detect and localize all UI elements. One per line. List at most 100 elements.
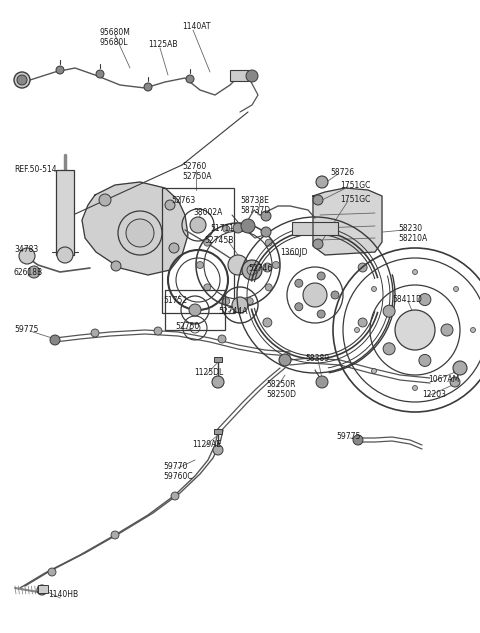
Circle shape xyxy=(412,385,418,391)
Text: 1140HB: 1140HB xyxy=(48,590,78,599)
Circle shape xyxy=(358,318,367,327)
Circle shape xyxy=(372,287,376,291)
Circle shape xyxy=(126,219,154,247)
Circle shape xyxy=(295,303,303,311)
Circle shape xyxy=(232,297,248,313)
Circle shape xyxy=(233,223,243,233)
Text: 1129AE: 1129AE xyxy=(192,440,221,449)
Bar xyxy=(162,188,234,313)
Bar xyxy=(165,290,225,330)
Circle shape xyxy=(412,270,418,275)
Text: 52750: 52750 xyxy=(175,322,199,331)
Circle shape xyxy=(317,272,325,280)
Text: 58250R
58250D: 58250R 58250D xyxy=(266,380,296,399)
Circle shape xyxy=(218,335,226,343)
Text: 95680M
95680L: 95680M 95680L xyxy=(100,28,131,47)
Text: 62618B: 62618B xyxy=(14,268,43,277)
Circle shape xyxy=(295,279,303,287)
Text: 59770
59760C: 59770 59760C xyxy=(163,462,192,482)
Polygon shape xyxy=(82,182,188,275)
Circle shape xyxy=(19,248,35,264)
Text: 1140AT: 1140AT xyxy=(182,22,211,31)
Text: 58726: 58726 xyxy=(330,168,354,177)
Bar xyxy=(214,429,222,434)
Text: 58411D: 58411D xyxy=(392,295,422,304)
Circle shape xyxy=(265,239,272,246)
Circle shape xyxy=(313,239,323,249)
Text: 51752: 51752 xyxy=(163,296,187,305)
Circle shape xyxy=(99,194,111,206)
Circle shape xyxy=(261,211,271,221)
Circle shape xyxy=(441,324,453,336)
Bar xyxy=(292,222,338,235)
Polygon shape xyxy=(313,188,382,255)
Circle shape xyxy=(454,368,458,373)
Circle shape xyxy=(154,327,162,335)
Text: 58389: 58389 xyxy=(305,354,329,363)
Text: 59775: 59775 xyxy=(336,432,360,441)
Text: 1751GC: 1751GC xyxy=(340,195,371,204)
Text: 52744A: 52744A xyxy=(218,307,248,316)
Circle shape xyxy=(383,305,395,317)
Circle shape xyxy=(111,531,119,539)
Circle shape xyxy=(303,283,327,307)
Circle shape xyxy=(383,343,395,355)
Circle shape xyxy=(91,329,99,337)
Text: 52763: 52763 xyxy=(171,196,195,205)
Text: 12203: 12203 xyxy=(422,390,446,399)
Circle shape xyxy=(279,354,291,366)
Text: 52746: 52746 xyxy=(248,264,272,273)
Circle shape xyxy=(28,266,40,278)
Circle shape xyxy=(313,195,323,205)
Circle shape xyxy=(50,335,60,345)
Circle shape xyxy=(242,260,262,280)
Circle shape xyxy=(246,70,258,82)
Circle shape xyxy=(186,75,194,83)
Circle shape xyxy=(331,291,339,299)
Circle shape xyxy=(171,492,179,500)
Circle shape xyxy=(96,70,104,78)
Text: 58230
58210A: 58230 58210A xyxy=(398,224,427,244)
Circle shape xyxy=(56,66,64,74)
Circle shape xyxy=(204,239,211,246)
Text: 52745B: 52745B xyxy=(204,236,234,245)
Circle shape xyxy=(169,243,179,253)
Circle shape xyxy=(204,284,211,291)
Circle shape xyxy=(57,247,73,263)
Circle shape xyxy=(450,377,460,387)
Circle shape xyxy=(189,304,201,316)
Circle shape xyxy=(395,310,435,350)
Text: REF.50-514: REF.50-514 xyxy=(14,165,57,174)
Circle shape xyxy=(263,318,272,327)
Circle shape xyxy=(241,219,255,233)
Circle shape xyxy=(419,354,431,367)
Circle shape xyxy=(419,294,431,306)
Circle shape xyxy=(17,75,27,85)
Circle shape xyxy=(190,217,206,233)
Bar xyxy=(38,585,48,593)
Text: 1067AM: 1067AM xyxy=(428,375,459,384)
Text: 1751GC: 1751GC xyxy=(340,181,371,190)
Circle shape xyxy=(111,261,121,271)
Circle shape xyxy=(261,227,271,237)
Bar xyxy=(56,170,74,255)
Text: 52760
52750A: 52760 52750A xyxy=(182,162,212,182)
Circle shape xyxy=(196,261,204,268)
Circle shape xyxy=(246,298,253,304)
Circle shape xyxy=(212,376,224,388)
Circle shape xyxy=(358,263,367,272)
Circle shape xyxy=(273,261,279,268)
Text: 51711: 51711 xyxy=(210,224,234,233)
Circle shape xyxy=(223,298,230,304)
Circle shape xyxy=(228,255,248,275)
Circle shape xyxy=(37,585,47,595)
Text: 1360JD: 1360JD xyxy=(280,248,308,257)
Bar xyxy=(230,70,248,81)
Text: 59775: 59775 xyxy=(14,325,38,334)
Bar xyxy=(214,357,222,362)
Circle shape xyxy=(265,284,272,291)
Text: 34783: 34783 xyxy=(14,245,38,254)
Circle shape xyxy=(316,176,328,188)
Circle shape xyxy=(453,361,467,375)
Circle shape xyxy=(355,327,360,332)
